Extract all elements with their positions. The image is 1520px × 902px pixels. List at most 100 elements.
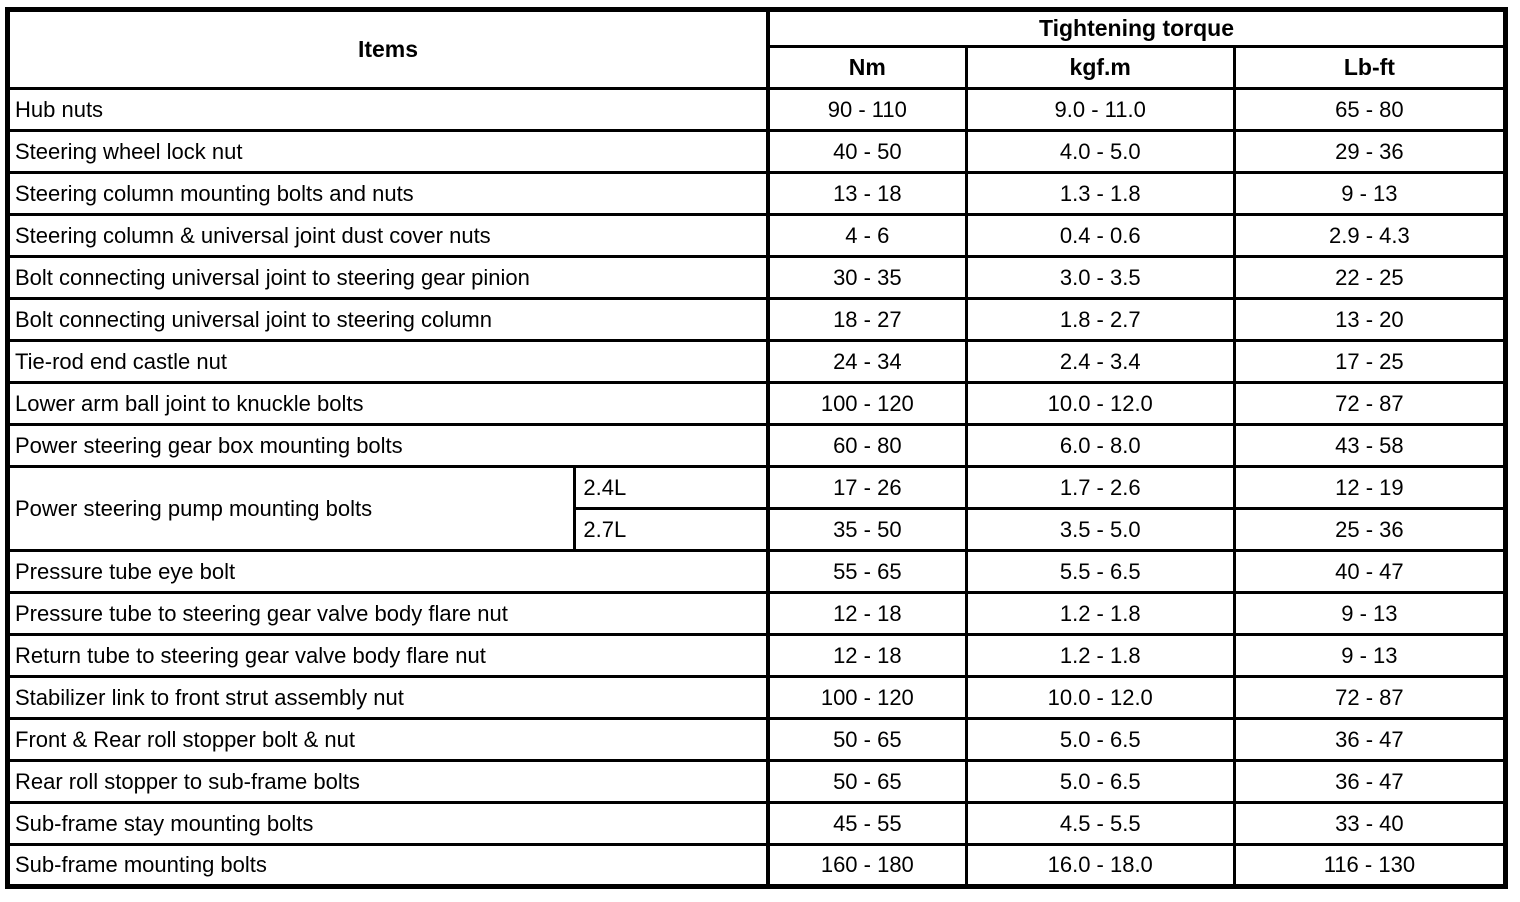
kgfm-value-cell: 1.3 - 1.8: [964, 171, 1236, 216]
table-row: 2.7L 35 - 50 3.5 - 5.0 25 - 36: [8, 507, 1508, 552]
table-row: Sub-frame stay mounting bolts 45 - 55 4.5 …: [6, 801, 1508, 846]
nm-value-cell: 4 - 6: [765, 213, 968, 258]
nm-value-cell: 12 - 18: [765, 591, 968, 636]
lbft-value-cell: 65 - 80: [1232, 87, 1508, 132]
item-cell: Power steering gear box mounting bolts: [6, 423, 770, 468]
nm-value-cell: 100 - 120: [765, 675, 968, 720]
kgfm-value-cell: 0.4 - 0.6: [964, 213, 1236, 258]
lbft-value-cell: 29 - 36: [1232, 129, 1508, 174]
table-row: Tie-rod end castle nut 24 - 34 2.4 - 3.4 17…: [6, 339, 1508, 384]
nm-value-cell: 100 - 120: [765, 381, 968, 426]
item-cell: Rear roll stopper to sub-frame bolts: [6, 759, 770, 804]
table-body: Hub nuts 90 - 110 9.0 - 11.0 65 - 80 Steerin…: [5, 87, 1508, 888]
nm-value-cell: 30 - 35: [765, 255, 968, 300]
kgfm-value-cell: 16.0 - 18.0: [964, 843, 1236, 888]
lbft-value-cell: 22 - 25: [1232, 255, 1508, 300]
kgfm-value-cell: 5.5 - 6.5: [964, 549, 1236, 594]
nm-value-cell: 160 - 180: [765, 843, 968, 888]
lbft-value-cell: 36 - 47: [1232, 759, 1508, 804]
lbft-value-cell: 25 - 36: [1232, 507, 1508, 552]
item-cell: Pressure tube eye bolt: [6, 549, 770, 594]
nm-value-cell: 50 - 65: [765, 717, 968, 762]
table-row: Pressure tube to steering gear valve bod…: [6, 591, 1508, 636]
lbft-value-cell: 72 - 87: [1232, 675, 1508, 720]
table-header: Items Tightening torque Nm kgf.m Lb-ft: [6, 8, 1508, 90]
kgfm-value-cell: 1.8 - 2.7: [964, 297, 1236, 342]
nm-value-cell: 45 - 55: [765, 801, 968, 846]
nm-value-cell: 40 - 50: [765, 129, 968, 174]
kgfm-value-cell: 1.7 - 2.6: [964, 465, 1236, 510]
table-row: Power steering gear box mounting bolts 60…: [6, 423, 1508, 468]
item-cell: Sub-frame mounting bolts: [6, 843, 770, 888]
nm-value-cell: 55 - 65: [765, 549, 968, 594]
lbft-value-cell: 9 - 13: [1232, 633, 1508, 678]
lbft-value-cell: 12 - 19: [1232, 465, 1508, 510]
lbft-value-cell: 33 - 40: [1232, 801, 1508, 846]
nm-value-cell: 18 - 27: [765, 297, 968, 342]
header-unit-kgfm: kgf.m: [964, 45, 1236, 90]
header-row-1: Items Tightening torque: [6, 8, 1507, 90]
table-row: Stabilizer link to front strut assembly …: [6, 675, 1508, 720]
kgfm-value-cell: 5.0 - 6.5: [964, 759, 1236, 804]
nm-value-cell: 50 - 65: [765, 759, 968, 804]
item-cell: Tie-rod end castle nut: [6, 339, 770, 384]
table-row: Pressure tube eye bolt 55 - 65 5.5 - 6.5 40…: [6, 549, 1508, 594]
nm-value-cell: 17 - 26: [765, 465, 968, 510]
header-unit-lbft: Lb-ft: [1232, 45, 1508, 90]
kgfm-value-cell: 2.4 - 3.4: [964, 339, 1236, 384]
item-cell: Front & Rear roll stopper bolt & nut: [6, 717, 770, 762]
kgfm-value-cell: 9.0 - 11.0: [964, 87, 1236, 132]
header-unit-nm: Nm: [765, 45, 968, 90]
header-row-2: Nm kgf.m Lb-ft: [8, 45, 1508, 90]
item-cell: Return tube to steering gear valve body …: [6, 633, 770, 678]
header-items-cell: Items: [6, 8, 770, 90]
table-row: Steering wheel lock nut 40 - 50 4.0 - 5.0 2…: [6, 129, 1508, 174]
lbft-value-cell: 72 - 87: [1232, 381, 1508, 426]
table-row: Power steering pump mounting bolts 2.4L 17…: [5, 465, 1508, 552]
engine-variant-cell: 2.4L: [573, 465, 770, 510]
nm-value-cell: 24 - 34: [765, 339, 968, 384]
item-cell: Power steering pump mounting bolts: [5, 465, 577, 552]
lbft-value-cell: 2.9 - 4.3: [1232, 213, 1508, 258]
kgfm-value-cell: 3.0 - 3.5: [964, 255, 1236, 300]
kgfm-value-cell: 6.0 - 8.0: [964, 423, 1236, 468]
item-cell: Steering wheel lock nut: [6, 129, 770, 174]
kgfm-value-cell: 5.0 - 6.5: [964, 717, 1236, 762]
torque-spec-table: Items Tightening torque Nm kgf.m Lb-ft H…: [5, 7, 1508, 889]
table-row: Front & Rear roll stopper bolt & nut 50 -…: [6, 717, 1508, 762]
table-row: Bolt connecting universal joint to steer…: [6, 255, 1508, 300]
item-cell: Bolt connecting universal joint to steer…: [6, 255, 770, 300]
nm-value-cell: 90 - 110: [765, 87, 968, 132]
table-row: Return tube to steering gear valve body …: [6, 633, 1508, 678]
kgfm-value-cell: 10.0 - 12.0: [964, 381, 1236, 426]
header-torque-cell: Tightening torque: [766, 8, 1507, 48]
item-cell: Lower arm ball joint to knuckle bolts: [6, 381, 770, 426]
kgfm-value-cell: 1.2 - 1.8: [964, 633, 1236, 678]
table-row: Steering column & universal joint dust c…: [6, 213, 1508, 258]
lbft-value-cell: 9 - 13: [1232, 591, 1508, 636]
kgfm-value-cell: 1.2 - 1.8: [964, 591, 1236, 636]
nm-value-cell: 35 - 50: [765, 507, 968, 552]
lbft-value-cell: 40 - 47: [1232, 549, 1508, 594]
kgfm-value-cell: 4.0 - 5.0: [964, 129, 1236, 174]
table-row: Rear roll stopper to sub-frame bolts 50 -…: [6, 759, 1508, 804]
table-row: Steering column mounting bolts and nuts 1…: [6, 171, 1508, 216]
lbft-value-cell: 13 - 20: [1232, 297, 1508, 342]
item-cell: Bolt connecting universal joint to steer…: [6, 297, 770, 342]
lbft-value-cell: 17 - 25: [1232, 339, 1508, 384]
kgfm-value-cell: 10.0 - 12.0: [964, 675, 1236, 720]
engine-variant-cell: 2.7L: [573, 507, 770, 552]
table-row: Bolt connecting universal joint to steer…: [6, 297, 1508, 342]
item-cell: Sub-frame stay mounting bolts: [6, 801, 770, 846]
item-cell: Hub nuts: [6, 87, 770, 132]
kgfm-value-cell: 3.5 - 5.0: [964, 507, 1236, 552]
lbft-value-cell: 9 - 13: [1232, 171, 1508, 216]
table-row: Hub nuts 90 - 110 9.0 - 11.0 65 - 80: [6, 87, 1508, 132]
nm-value-cell: 60 - 80: [765, 423, 968, 468]
table-row: Sub-frame mounting bolts 160 - 180 16.0 - …: [6, 843, 1508, 888]
lbft-value-cell: 116 - 130: [1232, 843, 1508, 888]
nm-value-cell: 13 - 18: [765, 171, 968, 216]
item-cell: Pressure tube to steering gear valve bod…: [6, 591, 770, 636]
kgfm-value-cell: 4.5 - 5.5: [964, 801, 1236, 846]
